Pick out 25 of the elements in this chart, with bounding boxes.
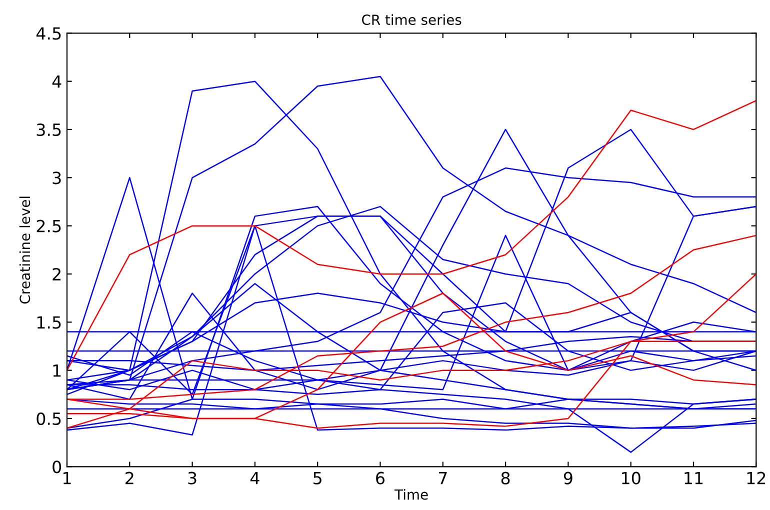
y-tick-label: 4.5 bbox=[36, 27, 61, 40]
x-tick-label: 8 bbox=[501, 472, 510, 484]
x-tick-label: 5 bbox=[314, 472, 322, 484]
x-tick-label: 10 bbox=[622, 472, 640, 484]
y-axis-title: Creatinine level bbox=[19, 196, 30, 304]
x-tick-label: 7 bbox=[438, 472, 447, 484]
x-tick-label: 1 bbox=[64, 472, 71, 484]
y-tick-label: 3.5 bbox=[36, 123, 61, 136]
y-tick-label: 1 bbox=[53, 364, 61, 377]
y-tick-label: 0 bbox=[52, 460, 62, 474]
x-tick-label: 2 bbox=[126, 472, 134, 484]
x-tick-label: 4 bbox=[250, 472, 260, 484]
chart-title: CR time series bbox=[362, 14, 462, 26]
x-axis-title: Time bbox=[394, 489, 428, 500]
y-tick-label: 0.5 bbox=[36, 412, 61, 426]
y-tick-label: 2.5 bbox=[36, 220, 61, 232]
x-tick-label: 12 bbox=[747, 472, 766, 484]
x-tick-label: 6 bbox=[376, 472, 384, 484]
x-tick-label: 3 bbox=[188, 472, 196, 484]
x-tick-label: 9 bbox=[564, 472, 572, 484]
y-tick-label: 2 bbox=[52, 268, 60, 280]
x-tick-label: 11 bbox=[684, 472, 703, 484]
y-tick-label: 1.5 bbox=[37, 316, 61, 329]
y-tick-label: 4 bbox=[52, 76, 62, 88]
y-tick-label: 3 bbox=[52, 172, 61, 184]
